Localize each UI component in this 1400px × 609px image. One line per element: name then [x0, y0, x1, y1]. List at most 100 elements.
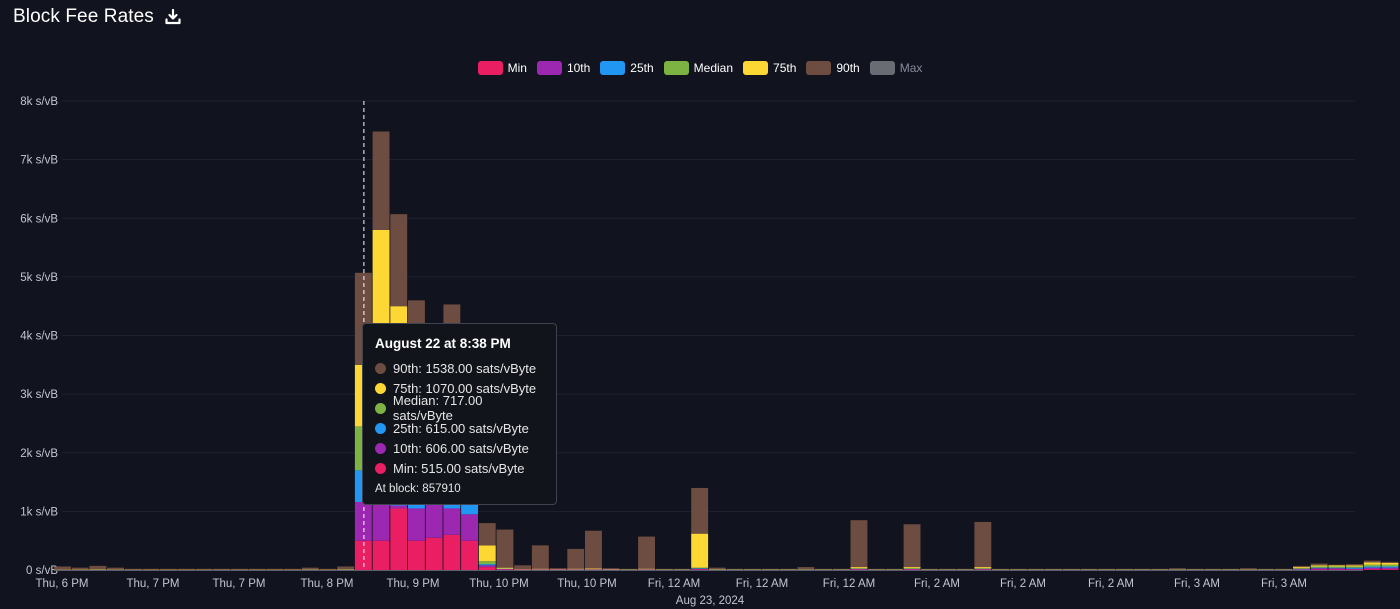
bar-segment-90th — [779, 568, 797, 570]
bar-segment-25th — [478, 564, 496, 566]
tooltip-text: 10th: 606.00 sats/vByte — [393, 440, 529, 456]
bar-stack — [1027, 568, 1045, 570]
bar-segment-25th — [1328, 567, 1346, 569]
bar-stack — [124, 568, 142, 570]
bar-stack — [956, 568, 974, 570]
legend-swatch — [600, 61, 626, 75]
bar-segment-90th — [1293, 565, 1310, 568]
bar-stack — [850, 520, 868, 570]
bar-segment-90th — [478, 523, 496, 546]
bar-stack — [1239, 568, 1257, 570]
bar-segment-90th — [1239, 568, 1257, 570]
bar-segment-90th — [691, 487, 709, 534]
tooltip-row-min: Min: 515.00 sats/vByte — [375, 458, 544, 478]
legend-label: Min — [507, 61, 527, 75]
bar-stack — [177, 568, 195, 570]
bar-stack — [638, 536, 655, 570]
bar-segment-10th — [1381, 567, 1399, 570]
bar-stack — [1116, 568, 1133, 570]
bar-segment-90th — [585, 530, 602, 569]
x-tick-label: Thu, 9 PM — [386, 578, 439, 590]
bar-stack — [496, 529, 514, 570]
bar-segment-90th — [107, 567, 124, 570]
bar-stack — [673, 568, 691, 570]
bar-segment-median — [1346, 566, 1363, 568]
bar-segment-25th — [1293, 568, 1310, 570]
y-tick-label: 5k s/vB — [20, 272, 58, 284]
bar-segment-10th — [408, 508, 425, 541]
bar-stack — [1257, 568, 1275, 570]
bar-stack — [1363, 560, 1381, 570]
bar-segment-90th — [1009, 568, 1027, 570]
legend-item-10th[interactable]: 10th — [536, 61, 591, 75]
legend-item-max[interactable]: Max — [869, 61, 922, 75]
legend-item-75th[interactable]: 75th — [743, 61, 796, 75]
bar-segment-min — [1363, 569, 1381, 570]
bar-segment-min — [691, 569, 709, 570]
bar-segment-90th — [850, 520, 868, 568]
bar-segment-90th — [832, 568, 850, 570]
download-icon[interactable] — [164, 8, 182, 26]
bar-stack — [974, 521, 992, 570]
bar-segment-90th — [1098, 568, 1116, 570]
bar-segment-25th — [1346, 567, 1363, 569]
bar-segment-90th — [266, 568, 284, 570]
tooltip-row-median: Median: 717.00 sats/vByte — [375, 393, 544, 423]
bar-segment-90th — [1204, 568, 1222, 570]
legend-item-90th[interactable]: 90th — [806, 61, 860, 75]
bar-segment-90th — [54, 566, 71, 570]
tooltip-dot — [375, 402, 386, 414]
bar-segment-25th — [1381, 566, 1399, 568]
bar-stack — [744, 568, 762, 570]
bar-stack — [1062, 568, 1080, 570]
bar-segment-90th — [248, 568, 266, 570]
bar-stack — [832, 568, 850, 570]
legend-label: 10th — [566, 61, 591, 75]
x-tick-label: Thu, 10 PM — [469, 578, 528, 590]
bar-stack — [142, 568, 160, 570]
bar-segment-90th — [1328, 564, 1346, 566]
bar-segment-median — [850, 568, 868, 569]
bar-segment-90th — [195, 568, 213, 570]
bar-segment-90th — [89, 565, 107, 570]
bar-stack — [54, 566, 71, 570]
bar-segment-min — [478, 567, 496, 570]
bar-segment-90th — [885, 568, 903, 570]
tooltip-dot — [375, 382, 386, 394]
bar-segment-90th — [1257, 568, 1275, 570]
legend-item-median[interactable]: Median — [663, 61, 733, 75]
bar-stack — [301, 567, 319, 570]
bar-segment-90th — [1151, 568, 1169, 570]
tooltip-title: August 22 at 8:38 PM — [375, 336, 511, 351]
x-tick-label: Fri, 2 AM — [1088, 578, 1134, 590]
bar-stack — [337, 566, 355, 570]
bar-segment-90th — [974, 521, 992, 568]
bar-segment-min — [372, 540, 390, 570]
bar-segment-median — [1293, 568, 1310, 569]
bar-segment-10th — [443, 508, 461, 535]
bar-segment-90th — [1045, 568, 1063, 570]
bar-segment-90th — [1062, 568, 1080, 570]
bar-stack — [885, 568, 903, 570]
bar-segment-median — [691, 567, 709, 569]
bar-stack — [921, 568, 939, 570]
legend-swatch — [743, 61, 769, 75]
chart-tooltip: August 22 at 8:38 PM 90th: 1538.00 sats/… — [362, 323, 557, 505]
bar-segment-90th — [620, 568, 638, 570]
bar-segment-75th — [1310, 565, 1328, 567]
bar-stack — [655, 568, 673, 570]
bar-stack — [1080, 568, 1098, 570]
bar-segment-min — [390, 508, 408, 570]
bar-segment-90th — [514, 565, 532, 570]
bar-segment-90th — [1169, 568, 1186, 570]
bar-segment-90th — [708, 567, 726, 570]
legend-item-25th[interactable]: 25th — [600, 61, 654, 75]
bar-segment-90th — [1310, 563, 1328, 566]
bar-segment-min — [443, 534, 461, 570]
bar-segment-median — [1328, 566, 1346, 568]
bar-segment-90th — [744, 568, 762, 570]
bar-stack — [1293, 565, 1310, 570]
legend-item-min[interactable]: Min — [477, 61, 527, 75]
bar-stack — [213, 568, 231, 570]
tooltip-row-90th: 90th: 1538.00 sats/vByte — [375, 358, 544, 378]
